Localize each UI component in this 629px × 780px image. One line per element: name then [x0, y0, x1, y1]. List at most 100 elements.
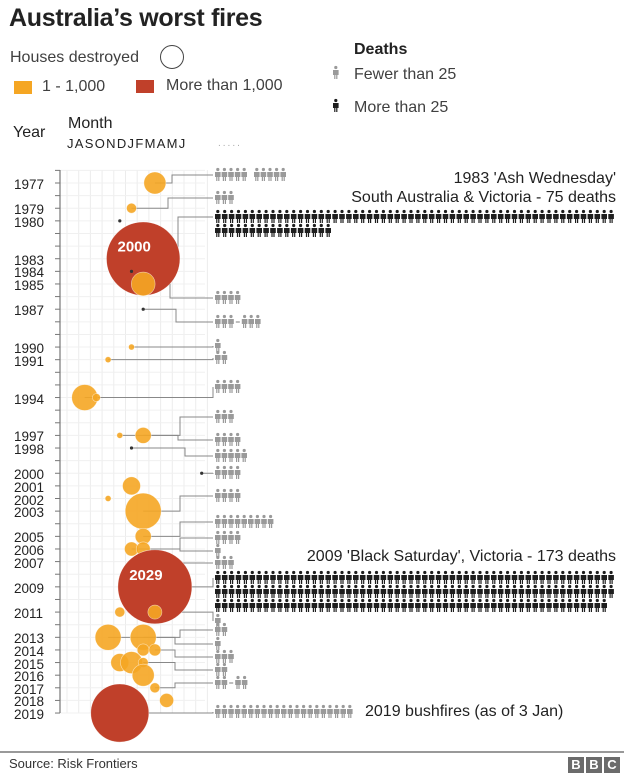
connector-line [143, 548, 213, 552]
person-icon [228, 290, 234, 304]
person-body [256, 603, 262, 612]
person-body [304, 589, 311, 598]
person-icon [470, 209, 476, 223]
person-body [346, 603, 352, 612]
person-head [409, 209, 413, 214]
person-head [216, 662, 220, 667]
person-body [456, 575, 463, 584]
deaths-row [215, 555, 234, 569]
y-tick-label: 2006 [14, 542, 45, 558]
person-head [229, 465, 233, 470]
person-head [216, 379, 220, 384]
person-head [299, 223, 303, 228]
person-icon [518, 570, 525, 584]
person-head [533, 584, 537, 589]
person-icon [401, 584, 407, 598]
person-icon [277, 570, 283, 584]
person-head [437, 570, 441, 575]
person-head [229, 190, 233, 195]
bbc-logo-letter: C [604, 757, 620, 773]
person-icon [327, 704, 333, 718]
person-icon [221, 622, 228, 636]
person-body [228, 603, 235, 612]
person-body [215, 355, 221, 364]
person-icon [594, 598, 601, 612]
person-icon [608, 584, 614, 598]
person-icon [228, 209, 235, 223]
person-head [540, 598, 544, 603]
person-body [594, 589, 601, 598]
person-body [325, 214, 331, 223]
person-body [608, 214, 614, 223]
person-icon [261, 514, 267, 528]
legend-label-fewer: Fewer than 25 [354, 66, 457, 83]
person-body [215, 560, 221, 569]
person-icon [228, 223, 235, 237]
person-body [518, 589, 525, 598]
person-body [249, 228, 256, 237]
person-icon [332, 65, 339, 79]
person-head [348, 704, 352, 709]
houses-destroyed-label: Houses destroyed [10, 49, 139, 66]
person-body [546, 589, 552, 598]
person-head [222, 649, 226, 654]
person-icon [304, 223, 311, 237]
person-body [394, 603, 400, 612]
bubble [128, 343, 135, 351]
person-icon [297, 570, 304, 584]
person-body [263, 575, 269, 584]
person-icon [366, 584, 373, 598]
bubbles: 2000 2029 [71, 171, 204, 743]
person-body [566, 214, 573, 223]
person-head [512, 570, 517, 575]
person-body [401, 603, 407, 612]
person-icon [221, 555, 228, 569]
person-icon [518, 584, 525, 598]
person-head [216, 290, 220, 295]
person-body [477, 214, 483, 223]
houses-size-circle-icon [160, 45, 184, 69]
person-head [464, 570, 468, 575]
person-body [435, 214, 442, 223]
person-icon [580, 570, 587, 584]
person-head [222, 167, 226, 172]
person-icon [511, 570, 518, 584]
person-icon [340, 704, 346, 718]
person-head [457, 598, 461, 603]
person-body [470, 575, 476, 584]
person-icon [463, 598, 469, 612]
person-body [484, 603, 490, 612]
person-icon [525, 584, 532, 598]
person-body [532, 603, 538, 612]
person-icon [394, 584, 400, 598]
person-icon [270, 223, 276, 237]
person-icon [221, 209, 228, 223]
person-body [463, 575, 469, 584]
person-icon [477, 209, 483, 223]
person-icon [215, 432, 221, 446]
person-icon [241, 514, 247, 528]
person-body [215, 195, 221, 204]
person-icon [215, 584, 221, 598]
person-icon [277, 584, 283, 598]
person-icon [215, 622, 221, 636]
person-head [230, 209, 234, 214]
person-head [423, 570, 427, 575]
person-icon [241, 167, 247, 181]
person-head [236, 465, 240, 470]
person-icon [215, 379, 221, 393]
person-body [477, 575, 483, 584]
person-body [601, 214, 607, 223]
y-tick-label: 1985 [14, 277, 45, 293]
person-head [388, 570, 392, 575]
person-icon [401, 570, 407, 584]
person-head [222, 190, 226, 195]
person-head [485, 584, 489, 589]
person-head [347, 209, 351, 214]
person-head [236, 379, 240, 384]
person-head [299, 209, 303, 214]
person-icon [470, 598, 476, 612]
person-icon [608, 570, 614, 584]
person-icon [304, 584, 311, 598]
person-icon [228, 379, 234, 393]
